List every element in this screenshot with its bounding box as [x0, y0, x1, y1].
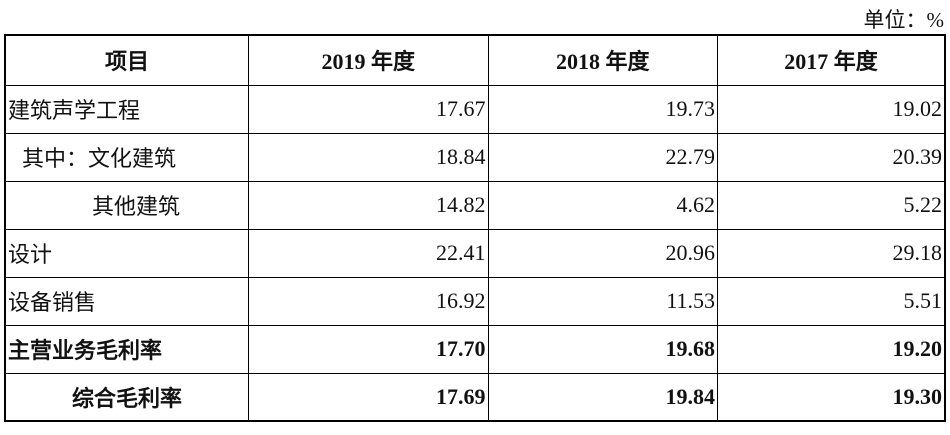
table-row: 设计 22.41 20.96 29.18	[4, 228, 946, 278]
cell-value: 18.84	[248, 132, 489, 182]
cell-value: 19.73	[487, 84, 719, 134]
row-label: 综合毛利率	[4, 372, 250, 422]
cell-value: 22.79	[487, 132, 719, 182]
header-row: 项目 2019 年度 2018 年度 2017 年度	[4, 34, 946, 86]
cell-value: 4.62	[487, 180, 719, 230]
cell-value: 17.69	[248, 372, 489, 422]
column-header: 项目	[4, 34, 250, 86]
cell-value: 19.02	[717, 84, 946, 134]
cell-value: 20.96	[487, 228, 719, 278]
row-label: 建筑声学工程	[4, 84, 250, 134]
row-label: 其中：文化建筑	[4, 132, 250, 182]
column-header: 2017 年度	[717, 34, 946, 86]
row-label: 其他建筑	[4, 180, 250, 230]
cell-value: 19.84	[487, 372, 719, 422]
cell-value: 20.39	[717, 132, 946, 182]
table-body: 建筑声学工程 17.67 19.73 19.02 其中：文化建筑 18.84 22.79 20…	[4, 84, 946, 422]
table-row: 建筑声学工程 17.67 19.73 19.02	[4, 84, 946, 134]
unit-label: 单位：%	[863, 8, 945, 32]
cell-value: 5.22	[717, 180, 946, 230]
row-label: 主营业务毛利率	[4, 324, 250, 374]
column-header: 2018 年度	[487, 34, 719, 86]
cell-value: 19.68	[487, 324, 719, 374]
column-header: 2019 年度	[248, 34, 489, 86]
row-label: 设计	[4, 228, 250, 278]
cell-value: 14.82	[248, 180, 489, 230]
cell-value: 22.41	[248, 228, 489, 278]
table-row: 设备销售 16.92 11.53 5.51	[4, 276, 946, 326]
cell-value: 5.51	[717, 276, 946, 326]
data-table: 项目 2019 年度 2018 年度 2017 年度 建筑声学工程 17.67 19.73…	[4, 34, 946, 422]
cell-value: 16.92	[248, 276, 489, 326]
cell-value: 17.67	[248, 84, 489, 134]
cell-value: 11.53	[487, 276, 719, 326]
row-label: 设备销售	[4, 276, 250, 326]
table-row: 综合毛利率 17.69 19.84 19.30	[4, 372, 946, 422]
cell-value: 17.70	[248, 324, 489, 374]
table-row: 主营业务毛利率 17.70 19.68 19.20	[4, 324, 946, 374]
cell-value: 19.30	[717, 372, 946, 422]
cell-value: 29.18	[717, 228, 946, 278]
table-row: 其中：文化建筑 18.84 22.79 20.39	[4, 132, 946, 182]
cell-value: 19.20	[717, 324, 946, 374]
table-row: 其他建筑 14.82 4.62 5.22	[4, 180, 946, 230]
